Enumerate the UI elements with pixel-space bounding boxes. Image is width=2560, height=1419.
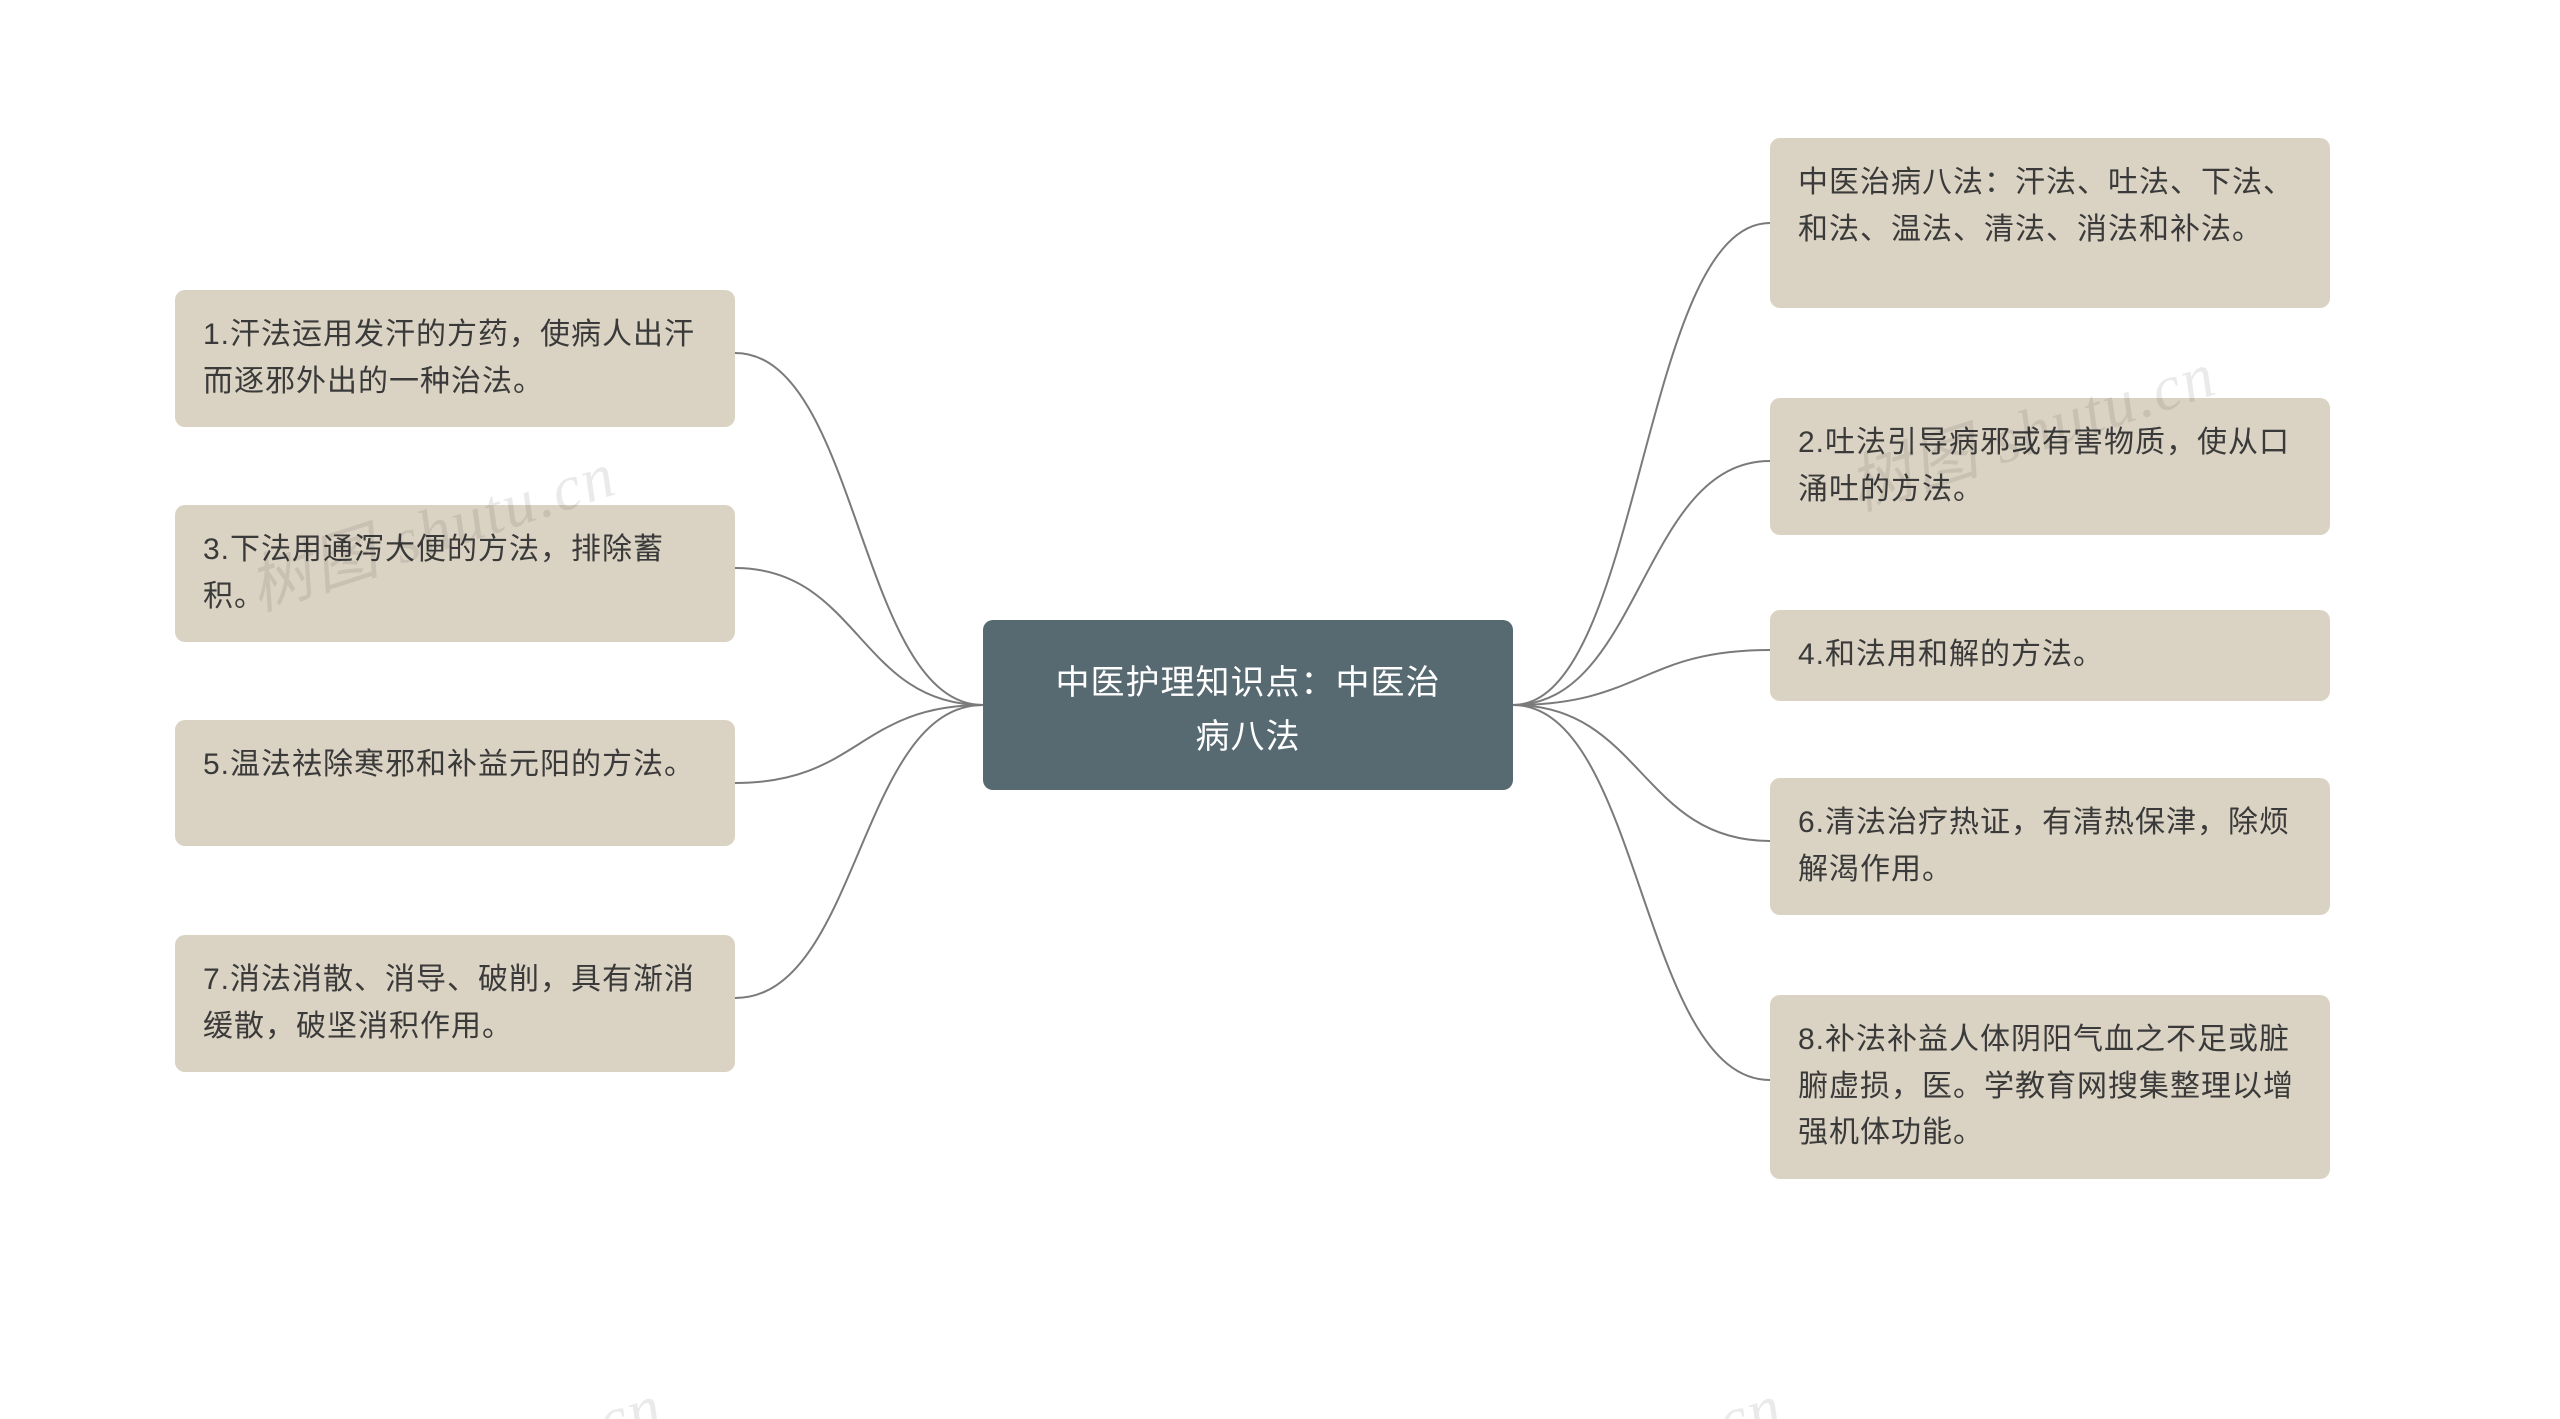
left-node-1: 1.汗法运用发汗的方药，使病人出汗而逐邪外出的一种治法。	[175, 290, 735, 427]
left-node-4: 7.消法消散、消导、破削，具有渐消缓散，破坚消积作用。	[175, 935, 735, 1072]
right-node-2: 2.吐法引导病邪或有害物质，使从口涌吐的方法。	[1770, 398, 2330, 535]
watermark: .cn	[1691, 1369, 1792, 1419]
left-node-2: 3.下法用通泻大便的方法，排除蓄积。	[175, 505, 735, 642]
right-node-3: 4.和法用和解的方法。	[1770, 610, 2330, 701]
right-node-5: 8.补法补益人体阴阳气血之不足或脏腑虚损，医。学教育网搜集整理以增强机体功能。	[1770, 995, 2330, 1179]
watermark: .cn	[571, 1369, 672, 1419]
left-node-3: 5.温法祛除寒邪和补益元阳的方法。	[175, 720, 735, 846]
right-node-1: 中医治病八法：汗法、吐法、下法、和法、温法、清法、消法和补法。	[1770, 138, 2330, 308]
right-node-4: 6.清法治疗热证，有清热保津，除烦解渴作用。	[1770, 778, 2330, 915]
mindmap-canvas: 中医护理知识点：中医治病八法 1.汗法运用发汗的方药，使病人出汗而逐邪外出的一种…	[0, 0, 2560, 1419]
center-node: 中医护理知识点：中医治病八法	[983, 620, 1513, 790]
